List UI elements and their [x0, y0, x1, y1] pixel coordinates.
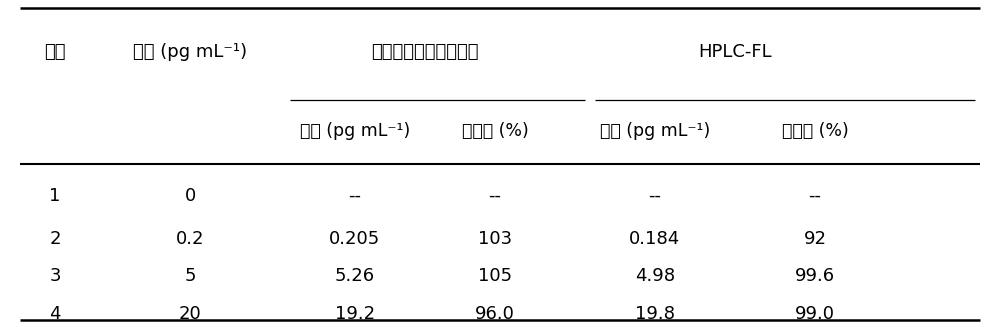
- Text: 回收率 (%): 回收率 (%): [462, 122, 528, 140]
- Text: 92: 92: [804, 230, 826, 248]
- Text: 检测 (pg mL⁻¹): 检测 (pg mL⁻¹): [300, 122, 410, 140]
- Text: 4.98: 4.98: [635, 267, 675, 285]
- Text: 5.26: 5.26: [335, 267, 375, 285]
- Text: 3: 3: [49, 267, 61, 285]
- Text: 96.0: 96.0: [475, 305, 515, 323]
- Text: --: --: [648, 187, 662, 205]
- Text: --: --: [808, 187, 822, 205]
- Text: 103: 103: [478, 230, 512, 248]
- Text: 0.205: 0.205: [329, 230, 381, 248]
- Text: 99.0: 99.0: [795, 305, 835, 323]
- Text: 99.6: 99.6: [795, 267, 835, 285]
- Text: 0.184: 0.184: [629, 230, 681, 248]
- Text: 比率荧光适配体传感器: 比率荧光适配体传感器: [371, 43, 479, 61]
- Text: 0.2: 0.2: [176, 230, 204, 248]
- Text: 19.2: 19.2: [335, 305, 375, 323]
- Text: 20: 20: [179, 305, 201, 323]
- Text: 检测 (pg mL⁻¹): 检测 (pg mL⁻¹): [600, 122, 710, 140]
- Text: 2: 2: [49, 230, 61, 248]
- Text: 5: 5: [184, 267, 196, 285]
- Text: --: --: [488, 187, 502, 205]
- Text: HPLC-FL: HPLC-FL: [698, 43, 772, 61]
- Text: 回收率 (%): 回收率 (%): [782, 122, 848, 140]
- Text: 样品: 样品: [44, 43, 66, 61]
- Text: 加标 (pg mL⁻¹): 加标 (pg mL⁻¹): [133, 43, 247, 61]
- Text: 0: 0: [184, 187, 196, 205]
- Text: 105: 105: [478, 267, 512, 285]
- Text: --: --: [349, 187, 362, 205]
- Text: 4: 4: [49, 305, 61, 323]
- Text: 1: 1: [49, 187, 61, 205]
- Text: 19.8: 19.8: [635, 305, 675, 323]
